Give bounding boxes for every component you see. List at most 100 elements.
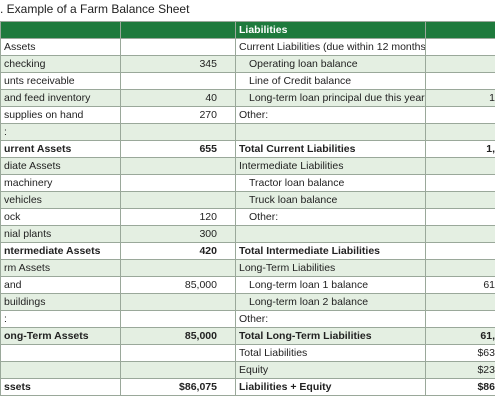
table-cell: $86,075 (120, 378, 236, 396)
table-row: unts receivable Line of Credit balance (0, 72, 495, 90)
table-cell: 270 (120, 106, 236, 124)
table-cell: Long-term loan 1 balance (235, 276, 426, 294)
table-cell: $86 (425, 378, 495, 396)
table-cell (120, 310, 236, 328)
table-cell: ntermediate Assets (0, 242, 121, 260)
table-cell: vehicles (0, 191, 121, 209)
table-cell: 85,000 (120, 276, 236, 294)
table-cell: 300 (120, 225, 236, 243)
table-cell: Truck loan balance (235, 191, 426, 209)
table-row: diate Assets Intermediate Liabilities (0, 157, 495, 175)
table-cell (425, 191, 495, 209)
table-row: Liabilities (0, 21, 495, 39)
table-cell: 85,000 (120, 327, 236, 345)
table-row: ssets $86,075 Liabilities + Equity $86 (0, 378, 495, 396)
table-cell: Total Intermediate Liabilities (235, 242, 426, 260)
table-row: and 85,000 Long-term loan 1 balance 61 (0, 276, 495, 294)
table-cell: 345 (120, 55, 236, 73)
table-cell (425, 225, 495, 243)
table-cell (425, 106, 495, 124)
table-cell (120, 259, 236, 277)
title: . Example of a Farm Balance Sheet (0, 2, 190, 16)
table-cell (120, 72, 236, 90)
table-cell: : (0, 123, 121, 141)
table-row: ntermediate Assets 420 Total Intermediate … (0, 242, 495, 260)
balance-sheet: Liabilities Assets Current Liabilities (du… (0, 21, 495, 396)
table-cell (425, 174, 495, 192)
table-row: machinery Tractor loan balance (0, 174, 495, 192)
table-cell: $63 (425, 344, 495, 362)
table-row: Total Liabilities $63 (0, 344, 495, 362)
table-cell: Line of Credit balance (235, 72, 426, 90)
table-row: supplies on hand 270 Other: (0, 106, 495, 124)
table-cell: 655 (120, 140, 236, 158)
table-cell: Long-term loan 2 balance (235, 293, 426, 311)
table-cell: nial plants (0, 225, 121, 243)
table-cell: Current Liabilities (due within 12 month… (235, 38, 426, 56)
table-cell: ock (0, 208, 121, 226)
table-row: vehicles Truck loan balance (0, 191, 495, 209)
table-cell: 1, (425, 140, 495, 158)
table-cell: and feed inventory (0, 89, 121, 107)
table-cell: buildings (0, 293, 121, 311)
table-cell: machinery (0, 174, 121, 192)
table-cell: Other: (235, 106, 426, 124)
table-cell: Liabilities (235, 21, 426, 39)
table-cell: Liabilities + Equity (235, 378, 426, 396)
table-cell (120, 123, 236, 141)
table-cell (425, 123, 495, 141)
table-cell: Intermediate Liabilities (235, 157, 426, 175)
table-cell (120, 157, 236, 175)
table-cell: Total Long-Term Liabilities (235, 327, 426, 345)
table-cell: Long-term loan principal due this year (235, 89, 426, 107)
table-row: checking 345 Operating loan balance (0, 55, 495, 73)
table-row: ong-Term Assets 85,000 Total Long-Term Lia… (0, 327, 495, 345)
table-cell: $23 (425, 361, 495, 379)
table-row: Assets Current Liabilities (due within 12… (0, 38, 495, 56)
table-cell: 120 (120, 208, 236, 226)
table-row: : (0, 123, 495, 141)
table-cell: Total Current Liabilities (235, 140, 426, 158)
table-cell (0, 344, 121, 362)
table-cell: Long-Term Liabilities (235, 259, 426, 277)
table-cell: 61 (425, 276, 495, 294)
table-cell: ssets (0, 378, 121, 396)
table-row: nial plants 300 (0, 225, 495, 243)
table-row: urrent Assets 655 Total Current Liabilitie… (0, 140, 495, 158)
table-cell: Equity (235, 361, 426, 379)
table-row: : Other: (0, 310, 495, 328)
table-cell: : (0, 310, 121, 328)
table-cell (0, 21, 121, 39)
table-cell: 420 (120, 242, 236, 260)
table-cell: urrent Assets (0, 140, 121, 158)
table-cell (425, 38, 495, 56)
table-cell: Other: (235, 310, 426, 328)
table-cell (235, 123, 426, 141)
table-cell (120, 38, 236, 56)
table-cell (120, 21, 236, 39)
table-cell: Assets (0, 38, 121, 56)
table-cell: unts receivable (0, 72, 121, 90)
table-row: rm Assets Long-Term Liabilities (0, 259, 495, 277)
table-row: Equity $23 (0, 361, 495, 379)
table-row: and feed inventory 40 Long-term loan princ… (0, 89, 495, 107)
table-cell (0, 361, 121, 379)
table-cell: supplies on hand (0, 106, 121, 124)
table-cell: Operating loan balance (235, 55, 426, 73)
table-cell (425, 310, 495, 328)
table-cell (120, 191, 236, 209)
table-cell (120, 174, 236, 192)
table-cell: and (0, 276, 121, 294)
table-cell: Other: (235, 208, 426, 226)
table-cell: diate Assets (0, 157, 121, 175)
table-cell: 1 (425, 89, 495, 107)
table-cell: checking (0, 55, 121, 73)
table-cell (425, 21, 495, 39)
table-cell (425, 242, 495, 260)
table-row: buildings Long-term loan 2 balance (0, 293, 495, 311)
table-cell (425, 157, 495, 175)
table-cell: Total Liabilities (235, 344, 426, 362)
table-row: ock 120 Other: (0, 208, 495, 226)
table-cell (425, 72, 495, 90)
